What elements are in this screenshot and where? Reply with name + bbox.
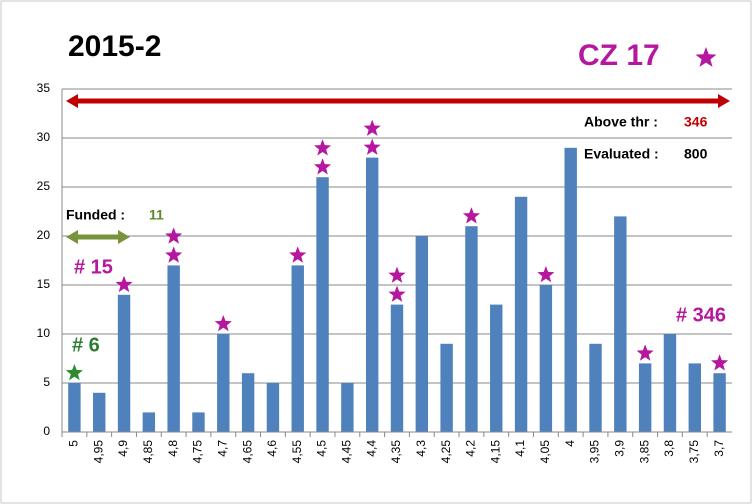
x-tick-label: 4,7 (215, 440, 229, 457)
bar (663, 334, 677, 432)
bar (539, 285, 553, 432)
x-tick-label: 4,1 (513, 440, 527, 457)
y-tick-label: 15 (37, 277, 51, 291)
bar (142, 412, 156, 432)
annotation: # 346 (676, 304, 726, 326)
bar (390, 304, 404, 432)
x-tick-label: 3,85 (637, 440, 651, 464)
annotation: 800 (684, 146, 708, 162)
star (314, 139, 332, 156)
star (388, 285, 406, 302)
star (214, 315, 232, 332)
bar (490, 304, 503, 432)
star (115, 275, 133, 293)
star (711, 354, 729, 371)
bar (638, 363, 652, 432)
annotation: Above thr : (584, 114, 658, 130)
bar (614, 216, 627, 432)
x-tick-label: 4,65 (240, 440, 254, 464)
bar (514, 196, 528, 432)
star (363, 119, 381, 136)
bar (167, 265, 180, 432)
bar (440, 343, 453, 432)
bar (192, 412, 205, 432)
arrow-head (118, 230, 130, 244)
star (636, 344, 654, 361)
x-tick-label: 3,75 (687, 440, 701, 464)
x-tick-label: 4,35 (389, 440, 403, 464)
x-tick-label: 4,55 (290, 440, 304, 464)
bar (365, 157, 379, 432)
bar (589, 343, 602, 432)
star (65, 364, 83, 381)
x-tick-label: 3,95 (588, 440, 602, 464)
annotation: 346 (684, 114, 708, 130)
bar (68, 383, 81, 432)
bar (291, 265, 304, 432)
y-tick-label: 35 (37, 81, 51, 95)
star (695, 47, 717, 67)
bar (713, 373, 726, 432)
arrow-head (718, 94, 730, 108)
x-tick-label: 4,95 (91, 440, 105, 464)
arrow-head (66, 230, 78, 244)
bar (341, 383, 354, 432)
bar (564, 147, 577, 433)
bar (93, 392, 106, 432)
annotation: Funded : (66, 207, 125, 223)
star (165, 246, 183, 263)
annotation: 11 (149, 207, 164, 223)
star (165, 227, 183, 244)
bar (217, 334, 230, 432)
x-tick-label: 3,9 (613, 440, 627, 457)
star (537, 266, 555, 283)
bar (465, 226, 478, 432)
star (314, 158, 332, 175)
y-tick-label: 30 (37, 130, 51, 144)
bar (316, 177, 329, 432)
bar (688, 363, 701, 432)
x-tick-label: 3,7 (712, 440, 726, 457)
chart-title: 2015-2 (68, 30, 161, 63)
x-tick-label: 4,4 (364, 440, 378, 457)
x-tick-label: 4 (563, 440, 577, 447)
x-tick-label: 4,6 (265, 440, 279, 457)
x-tick-label: 4,9 (116, 440, 130, 457)
star (388, 266, 406, 283)
x-tick-label: 4,3 (414, 440, 428, 457)
annotation: # 15 (74, 256, 113, 278)
x-tick-label: 4,05 (538, 440, 552, 464)
y-tick-label: 5 (43, 375, 50, 389)
y-tick-label: 0 (43, 424, 50, 438)
star (363, 138, 381, 155)
y-tick-label: 25 (37, 179, 51, 193)
bar (266, 383, 280, 432)
x-tick-label: 4,15 (488, 440, 502, 464)
star (462, 207, 480, 224)
bar (117, 294, 131, 432)
x-tick-label: 4,85 (141, 440, 155, 464)
x-tick-label: 4,8 (166, 440, 180, 457)
x-tick-label: 3,8 (662, 440, 676, 457)
x-tick-label: 4,2 (464, 440, 478, 457)
x-tick-label: 4,5 (315, 440, 329, 457)
arrow-head (66, 94, 78, 108)
x-tick-label: 5 (67, 440, 81, 447)
annotation: # 6 (72, 334, 100, 356)
bar (415, 236, 429, 432)
annotation: Evaluated : (584, 146, 659, 162)
x-tick-label: 4,45 (340, 440, 354, 464)
x-tick-label: 4,25 (439, 440, 453, 464)
star (289, 246, 307, 263)
bar (241, 373, 255, 432)
y-tick-label: 10 (37, 326, 51, 340)
annotation: CZ 17 (578, 39, 660, 72)
y-tick-label: 20 (37, 228, 51, 242)
x-tick-label: 4,75 (191, 440, 205, 464)
